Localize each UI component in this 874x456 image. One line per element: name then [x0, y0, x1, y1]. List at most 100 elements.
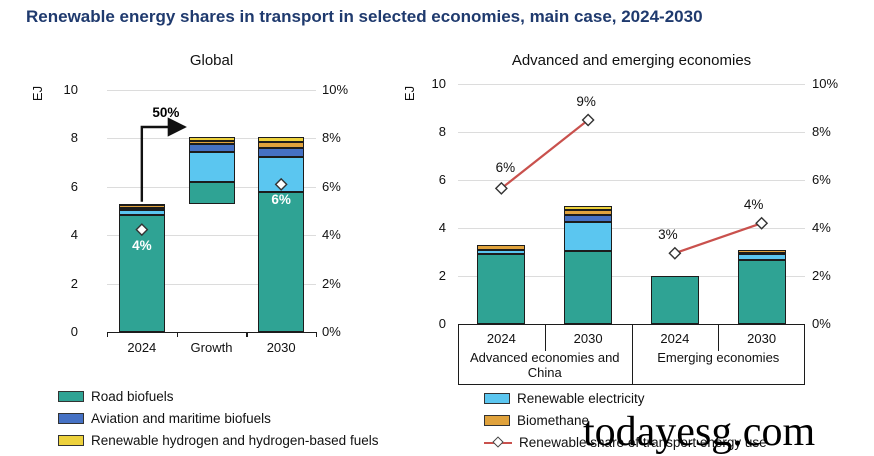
- global-ytick-left: 0: [70, 324, 78, 339]
- diamond-marker-icon: [494, 181, 508, 195]
- biomethane-swatch: [484, 415, 510, 426]
- share-label: 6%: [495, 160, 516, 176]
- global-x-tick: [176, 332, 178, 337]
- adv-emerging-gridline: [458, 276, 805, 277]
- global-bar-segment-electricity: [188, 151, 235, 182]
- adv-emerging-ytick-right: 4%: [812, 220, 831, 235]
- global-x-axis: [107, 332, 316, 334]
- global-gridline: [107, 283, 316, 285]
- global-bar-segment-aviation: [188, 144, 235, 152]
- global-x-tick: [107, 332, 109, 337]
- global-category-label: Growth: [190, 340, 233, 355]
- global-category-label: 2030: [266, 340, 296, 355]
- adv-emerging-category-label: 2024: [486, 331, 516, 346]
- legend-item-biomethane: Biomethane: [484, 413, 589, 428]
- legend-label: Renewable hydrogen and hydrogen-based fu…: [91, 433, 379, 448]
- adv-emerging-ytick-right: 0%: [812, 316, 831, 331]
- legend-item-road-biofuels: Road biofuels: [58, 389, 174, 404]
- global-ytick-left: 10: [63, 82, 78, 97]
- road-biofuels-swatch: [58, 391, 84, 402]
- adv-emerging-category-label: 2030: [747, 331, 777, 346]
- adv-emerging-bar-segment-biomethane: [477, 244, 526, 250]
- adv-emerging-gridline: [458, 132, 805, 133]
- legend-item-renewable-electricity: Renewable electricity: [484, 391, 645, 406]
- legend-label: Road biofuels: [91, 389, 174, 404]
- global-ytick-right: 8%: [322, 130, 341, 146]
- adv-emerging-bar-segment-road: [477, 254, 526, 324]
- adv-emerging-bar-segment-electricity: [737, 254, 786, 261]
- hydrogen-swatch: [58, 435, 84, 446]
- share-label: 9%: [576, 94, 596, 109]
- global-bar-segment-biomethane: [188, 140, 235, 145]
- adv-emerging-title: Advanced and emerging economies: [511, 52, 752, 69]
- diamond-marker-icon: [581, 113, 595, 127]
- global-gridline: [107, 235, 316, 237]
- group-label-advanced: Advanced economies and China: [469, 350, 620, 380]
- adv-emerging-ytick-right: 8%: [812, 124, 831, 139]
- renewable-electricity-swatch: [484, 393, 510, 404]
- adv-emerging-bar-segment-electricity: [564, 222, 613, 251]
- adv-emerging-ytick-left: 0: [438, 316, 446, 331]
- share-label: 6%: [271, 192, 291, 208]
- legend-label: Aviation and maritime biofuels: [91, 411, 271, 426]
- global-ytick-left: 2: [70, 275, 78, 291]
- global-gridline: [107, 90, 316, 91]
- axis-year-tick: [544, 324, 546, 351]
- adv-emerging-bar-segment-road: [564, 250, 613, 324]
- adv-emerging-ytick-left: 4: [438, 220, 446, 235]
- global-bar-segment-road: [188, 181, 235, 204]
- global-x-tick: [246, 332, 248, 337]
- adv-emerging-bar-segment-biomethane: [564, 210, 613, 215]
- global-ytick-left: 8: [70, 130, 78, 146]
- aviation-biofuels-swatch: [58, 413, 84, 424]
- adv-emerging-gridline: [458, 84, 805, 85]
- share-label: 4%: [132, 237, 152, 253]
- global-bar-segment-road: [258, 191, 305, 332]
- adv-emerging-bar-segment-road: [737, 260, 786, 324]
- adv-emerging-ytick-right: 2%: [812, 268, 831, 283]
- watermark: todayesg.com: [583, 409, 816, 455]
- global-bar-segment-aviation: [118, 207, 165, 210]
- global-title: Global: [189, 52, 234, 69]
- group-label-emerging: Emerging economies: [657, 350, 780, 365]
- share-label: 4%: [743, 197, 764, 213]
- adv-emerging-ytick-left: 6: [438, 172, 446, 187]
- global-bar-segment-hydrogen: [188, 137, 235, 141]
- adv-emerging-ytick-right: 6%: [812, 172, 831, 187]
- global-ytick-left: 4: [70, 227, 78, 243]
- adv-emerging-bar-segment-hydrogen: [564, 206, 613, 210]
- legend-label: Renewable electricity: [517, 391, 645, 406]
- global-ytick-right: 10%: [322, 82, 349, 97]
- global-bar-segment-road: [118, 214, 165, 332]
- global-ytick-right: 2%: [322, 275, 341, 291]
- global-ytick-right: 0%: [322, 324, 341, 339]
- global-bar-segment-biomethane: [258, 142, 305, 149]
- adv-emerging-ytick-left: 10: [431, 76, 446, 91]
- share-label: 3%: [658, 227, 678, 243]
- axis-group-divider: [631, 324, 633, 385]
- adv-emerging-bar-segment-electricity: [477, 249, 526, 255]
- figure-title: Renewable energy shares in transport in …: [26, 7, 703, 26]
- global-bar-segment-hydrogen: [118, 203, 165, 206]
- adv-emerging-ytick-left: 8: [438, 124, 446, 139]
- global-ytick-right: 6%: [322, 178, 341, 194]
- legend-item-renewable-hydrogen: Renewable hydrogen and hydrogen-based fu…: [58, 433, 378, 448]
- adv-emerging-gridline: [458, 180, 805, 181]
- legend-label: Biomethane: [517, 413, 590, 428]
- legend-item-renewable-share-line: Renewable share of transport energy use: [484, 435, 767, 450]
- global-bar-segment-hydrogen: [258, 137, 305, 143]
- global-x-tick: [316, 332, 318, 337]
- adv-emerging-ytick-right: 10%: [812, 76, 839, 91]
- adv-emerging-bar-segment-aviation: [737, 252, 786, 255]
- global-category-label: 2024: [127, 340, 157, 355]
- legend-item-aviation-maritime-biofuels: Aviation and maritime biofuels: [58, 411, 271, 426]
- global-ytick-right: 4%: [322, 227, 341, 243]
- global-ytick-left: 6: [70, 178, 78, 194]
- legend-label: Renewable share of transport energy use: [519, 435, 767, 450]
- adv-emerging-bar-segment-aviation: [564, 214, 613, 222]
- diamond-marker-icon: [668, 246, 682, 260]
- global-bar-segment-electricity: [258, 156, 305, 192]
- adv-emerging-category-label: 2024: [660, 331, 690, 346]
- adv-emerging-gridline: [458, 228, 805, 229]
